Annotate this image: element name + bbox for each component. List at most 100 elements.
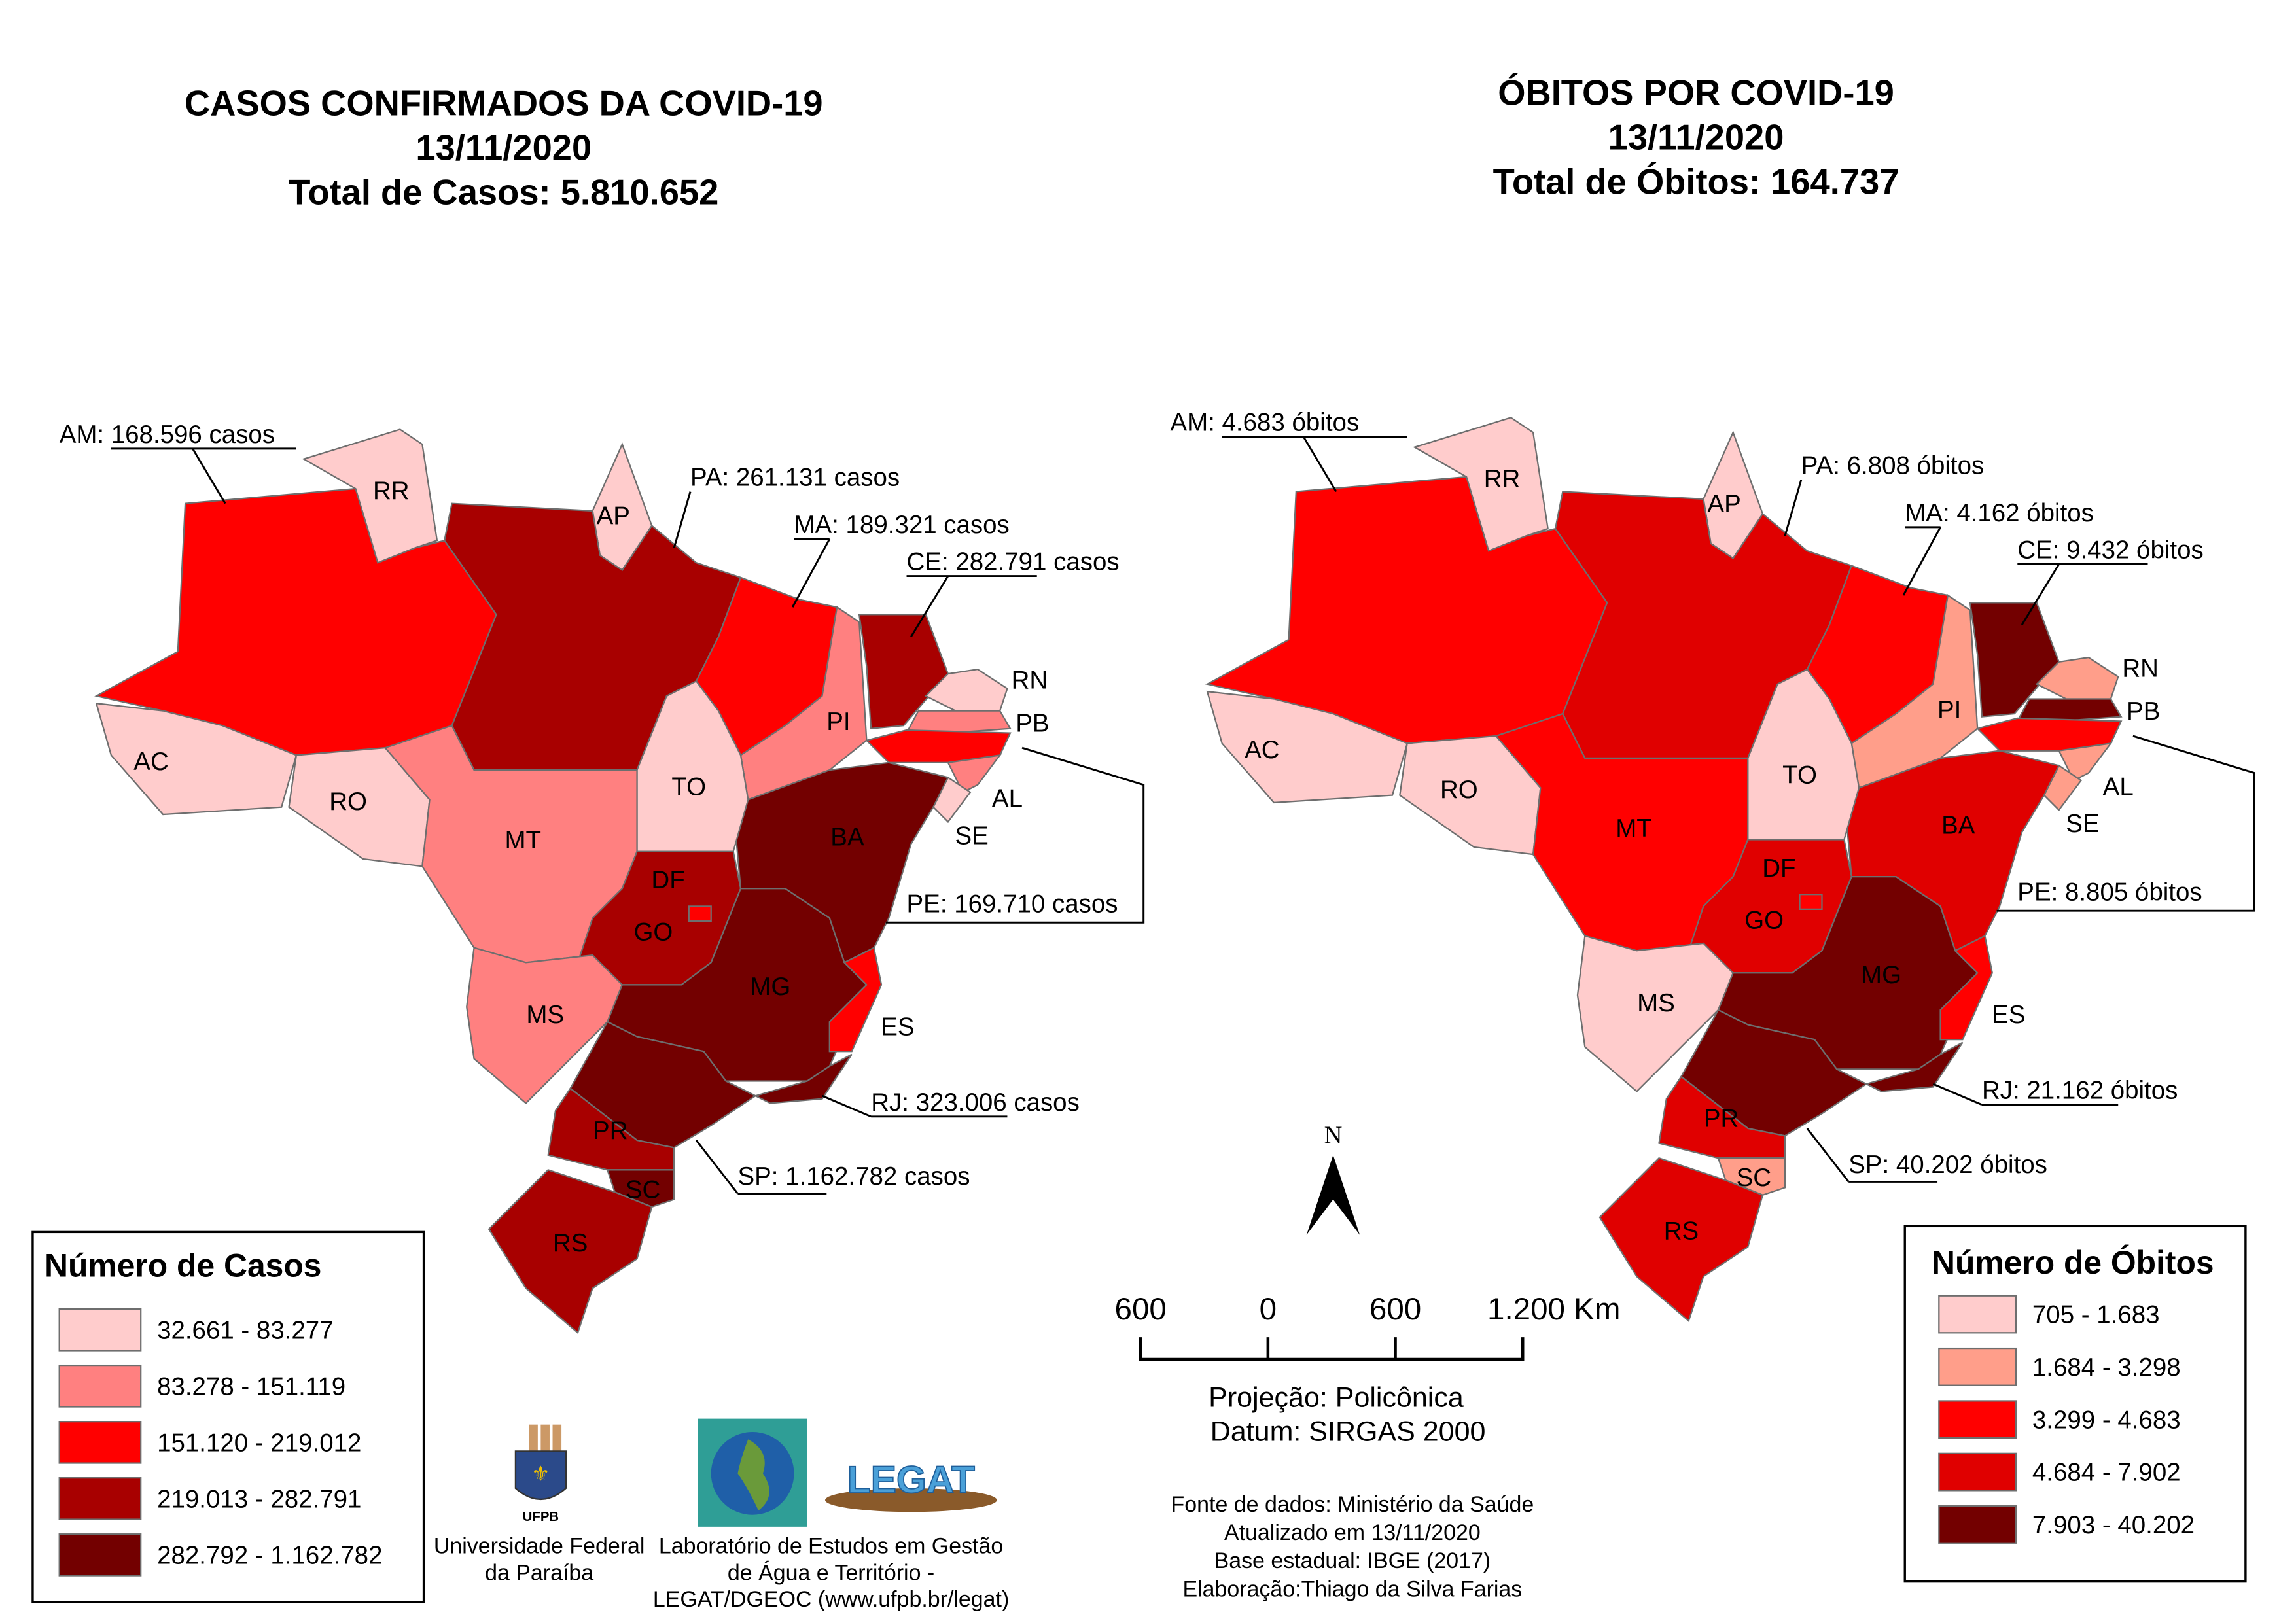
legat-caption: Laboratório de Estudos em Gestão: [659, 1534, 1003, 1559]
state-al: [2057, 742, 2113, 782]
annotation-rj: RJ: 21.162 óbitos: [1982, 1077, 2178, 1105]
dgeoc-logo: [698, 1418, 807, 1527]
state-label-se: SE: [2066, 810, 2099, 838]
state-label-mg: MG: [1861, 961, 1901, 989]
scale-tick-label: 600: [1115, 1292, 1167, 1327]
state-label-ro: RO: [329, 788, 367, 816]
legend-label: 1.684 - 3.298: [2032, 1353, 2181, 1382]
state-label-rr: RR: [373, 477, 410, 505]
state-label-df: DF: [651, 866, 684, 894]
state-label-go: GO: [633, 918, 673, 946]
annotation-sp: SP: 40.202 óbitos: [1848, 1151, 2047, 1179]
legat-logo: LEGAT Laboratório de Estudos em Gestão d…: [653, 1458, 1009, 1612]
state-label-df: DF: [1762, 854, 1795, 882]
svg-text:⚜: ⚜: [531, 1462, 550, 1486]
legend-swatch: [1938, 1505, 2017, 1544]
state-es: [828, 947, 883, 1053]
state-label-rn: RN: [2122, 655, 2159, 683]
leader-line: [821, 1094, 1008, 1118]
legat-mark: LEGAT: [847, 1459, 975, 1501]
scale-bar: 600 0 600 1.200 Km Projeção: Policônica …: [1115, 1292, 1621, 1448]
legat-caption: de Água e Território -: [728, 1560, 934, 1585]
state-rs: [487, 1169, 653, 1335]
projection-text: Projeção: Policônica: [1209, 1382, 1464, 1414]
state-label-rr: RR: [1484, 465, 1521, 493]
state-al: [947, 754, 1002, 794]
deaths-legend: Número de Óbitos 705 - 1.683 1.684 - 3.29…: [1903, 1225, 2247, 1583]
annotation-ma: MA: 4.162 óbitos: [1905, 499, 2094, 527]
state-label-pi: PI: [826, 708, 850, 736]
legend-label: 151.120 - 219.012: [157, 1429, 361, 1457]
state-label-es: ES: [1992, 1001, 2025, 1029]
legend-swatch: [1938, 1295, 2017, 1334]
scale-tick-label: 0: [1260, 1292, 1277, 1327]
annotation-pa: PA: 6.808 óbitos: [1801, 451, 1984, 480]
legend-label: 282.792 - 1.162.782: [157, 1541, 382, 1569]
state-ac: [1206, 690, 1409, 804]
annotation-sp: SP: 1.162.782 casos: [737, 1162, 970, 1191]
state-es: [1939, 934, 1993, 1041]
legat-caption: LEGAT/DGEOC (www.ufpb.br/legat): [653, 1587, 1009, 1612]
cases-title-line1: CASOS CONFIRMADOS DA COVID-19: [185, 84, 823, 124]
leader-line: [673, 491, 692, 548]
annotation-ma: MA: 189.321 casos: [794, 511, 1009, 539]
state-label-pr: PR: [593, 1117, 627, 1145]
state-label-rs: RS: [1664, 1217, 1699, 1246]
state-label-es: ES: [881, 1013, 914, 1041]
state-label-to: TO: [671, 773, 706, 801]
state-sc: [1717, 1157, 1786, 1196]
annotation-pa: PA: 261.131 casos: [690, 463, 900, 491]
leader-line: [1806, 1128, 1938, 1183]
state-label-pb: PB: [1016, 709, 1049, 737]
annotation-am: AM: 4.683 óbitos: [1170, 409, 1359, 437]
state-label-to: TO: [1782, 761, 1817, 789]
credit-line: Atualizado em 13/11/2020: [1224, 1520, 1481, 1545]
state-label-mt: MT: [1616, 814, 1652, 843]
deaths-title-total: Total de Óbitos: 164.737: [1493, 162, 1899, 202]
ufpb-caption: Universidade Federal: [434, 1534, 645, 1559]
north-arrow-icon: [1306, 1155, 1360, 1235]
legend-label: 7.903 - 40.202: [2032, 1511, 2195, 1539]
leader-line: [1932, 1083, 2119, 1106]
state-label-ap: AP: [597, 502, 630, 530]
state-ms: [1576, 935, 1734, 1092]
deaths-legend-title: Número de Óbitos: [1932, 1244, 2214, 1281]
credit-line: Base estadual: IBGE (2017): [1214, 1548, 1491, 1573]
legend-label: 83.278 - 151.119: [157, 1372, 345, 1401]
leader-line: [111, 447, 296, 504]
state-sc: [606, 1169, 675, 1208]
state-df: [1799, 894, 1823, 911]
leader-line: [791, 538, 831, 608]
scale-tick-label: 600: [1369, 1292, 1421, 1327]
legend-swatch: [1938, 1452, 2017, 1492]
state-label-mt: MT: [504, 826, 541, 854]
legend-swatch: [58, 1477, 142, 1520]
credit-line: Elaboração:Thiago da Silva Farias: [1182, 1577, 1522, 1601]
north-label: N: [1324, 1122, 1343, 1149]
state-rs: [1598, 1157, 1764, 1323]
state-label-ms: MS: [526, 1001, 564, 1029]
leader-line: [1902, 526, 1941, 596]
state-label-se: SE: [955, 822, 988, 850]
state-label-ba: BA: [830, 824, 864, 852]
annotation-am: AM: 168.596 casos: [60, 421, 275, 449]
annotation-pe: PE: 8.805 óbitos: [2017, 878, 2202, 906]
credit-line: Fonte de dados: Ministério da Saúde: [1171, 1492, 1534, 1517]
state-pb: [905, 710, 1012, 734]
legend-label: 32.661 - 83.277: [157, 1316, 334, 1344]
state-rr: [1413, 417, 1549, 552]
state-label-sc: SC: [1737, 1164, 1771, 1192]
state-label-ac: AC: [1245, 736, 1279, 764]
cases-legend: Número de Casos 32.661 - 83.277 83.278 - …: [31, 1230, 425, 1604]
deaths-title-line1: ÓBITOS POR COVID-19: [1498, 73, 1894, 113]
state-label-ba: BA: [1941, 811, 1975, 839]
state-label-pb: PB: [2127, 697, 2160, 725]
annotation-ce: CE: 9.432 óbitos: [2017, 536, 2203, 564]
state-label-rn: RN: [1012, 667, 1048, 695]
legend-swatch: [58, 1421, 142, 1464]
state-label-pi: PI: [1937, 696, 1961, 724]
state-pb: [2016, 698, 2123, 722]
state-label-mg: MG: [750, 973, 790, 1001]
